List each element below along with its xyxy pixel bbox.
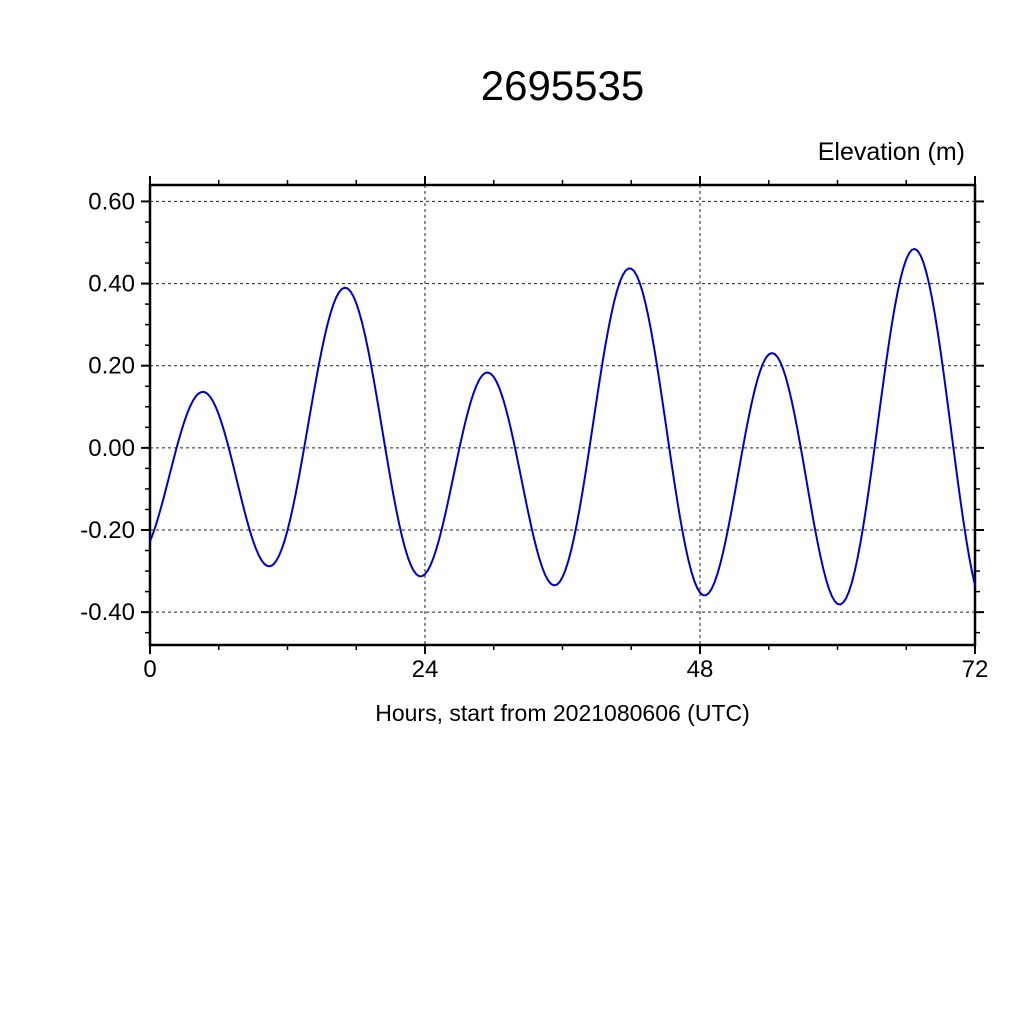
y-axis-title: Elevation (m) xyxy=(817,138,965,166)
x-tick-label: 72 xyxy=(962,656,989,683)
elevation-curve xyxy=(149,247,976,606)
y-tick-label: -0.20 xyxy=(80,517,135,544)
plot-frame xyxy=(148,183,977,647)
x-tick-label: 24 xyxy=(412,656,439,683)
plot-svg: 0 24 48 72 0.60 0.40 0.20 0.00 -0.20 -0.40 xyxy=(80,176,989,683)
x-tick-label: 48 xyxy=(687,656,714,683)
y-tick-label: 0.40 xyxy=(88,271,135,298)
y-tick-label: 0.20 xyxy=(88,353,135,380)
chart-title: 2695535 xyxy=(480,62,645,109)
y-tick-label: 0.00 xyxy=(88,435,135,462)
y-tick-label: 0.60 xyxy=(88,188,135,215)
x-axis-label: Hours, start from 2021080606 (UTC) xyxy=(375,700,750,726)
x-tick-label: 0 xyxy=(143,656,156,683)
y-tick-label: -0.40 xyxy=(80,599,135,626)
